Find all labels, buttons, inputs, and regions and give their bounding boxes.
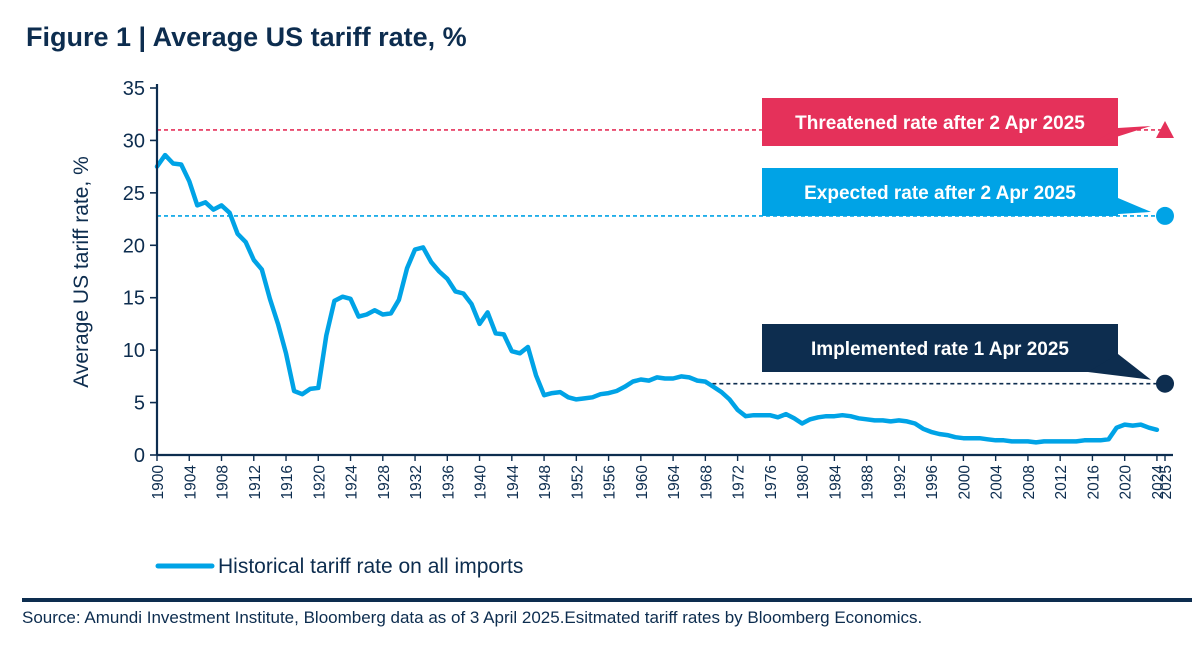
x-tick-label: 2000 — [956, 465, 973, 500]
threatened-callout-box — [762, 98, 1118, 146]
historical-series-line — [154, 152, 1160, 445]
expected-marker — [1156, 206, 1174, 225]
page-title: Figure 1 | Average US tariff rate, % — [26, 22, 467, 52]
y-tick-label: 10 — [123, 340, 145, 362]
y-tick-label: 35 — [123, 78, 145, 100]
expected-callout-label: Expected rate after 2 Apr 2025 — [804, 183, 1076, 204]
y-tick-label: 20 — [123, 235, 145, 257]
x-tick-label: 1924 — [344, 465, 361, 500]
implemented-callout-box — [762, 324, 1118, 372]
x-tick-label: 1912 — [247, 465, 264, 499]
x-tick-label: 1940 — [473, 465, 490, 500]
x-tick-label: 1992 — [892, 465, 909, 499]
x-tick-label: 1928 — [376, 465, 393, 499]
threatened-marker — [1156, 120, 1174, 138]
x-tick-label: 1936 — [440, 465, 457, 499]
x-tick-label: 1904 — [182, 465, 199, 500]
x-tick-label: 1948 — [537, 465, 554, 499]
footer-divider — [22, 598, 1192, 602]
source-note: Source: Amundi Investment Institute, Blo… — [22, 608, 923, 627]
x-tick-label: 1960 — [634, 465, 651, 500]
x-tick-label: 1908 — [215, 465, 232, 499]
x-tick-label: 2024 — [1150, 465, 1167, 500]
expected-callout: Expected rate after 2 Apr 2025 — [762, 168, 1151, 216]
legend-label-historical: Historical tariff rate on all imports — [218, 555, 523, 578]
expected-callout-box — [762, 168, 1118, 216]
x-tick-label: 1956 — [602, 465, 619, 499]
x-tick-label: 2012 — [1053, 465, 1070, 499]
implemented-callout-pointer — [1088, 354, 1151, 380]
x-tick-label: 1920 — [311, 465, 328, 500]
x-tick-label: 1988 — [860, 465, 877, 499]
x-tick-label: 2008 — [1021, 465, 1038, 499]
x-tick-label: 2016 — [1085, 465, 1102, 499]
threatened-callout-pointer — [1088, 125, 1151, 146]
x-tick-label: 1968 — [698, 465, 715, 499]
implemented-callout-label: Implemented rate 1 Apr 2025 — [811, 339, 1069, 360]
x-tick-label: 1976 — [763, 465, 780, 499]
x-tick-label: 1900 — [150, 465, 167, 500]
y-tick-label: 15 — [123, 288, 145, 310]
y-tick-label: 0 — [134, 445, 145, 467]
x-tick-label: 1996 — [924, 465, 941, 499]
x-tick-label: 2025 — [1158, 465, 1175, 499]
y-tick-label: 5 — [134, 393, 145, 415]
x-tick-label: 1932 — [408, 465, 425, 499]
x-tick-label: 2004 — [989, 465, 1006, 500]
threatened-callout-label: Threatened rate after 2 Apr 2025 — [795, 113, 1085, 134]
x-tick-label: 1944 — [505, 465, 522, 500]
threatened-callout: Threatened rate after 2 Apr 2025 — [762, 98, 1151, 146]
x-tick-label: 1972 — [731, 465, 748, 499]
x-tick-label: 1984 — [827, 465, 844, 500]
y-axis-title: Average US tariff rate, % — [70, 156, 93, 388]
expected-callout-pointer — [1088, 198, 1151, 216]
y-tick-label: 25 — [123, 183, 145, 205]
x-tick-label: 1964 — [666, 465, 683, 500]
x-tick-label: 2020 — [1118, 465, 1135, 500]
x-tick-label: 1980 — [795, 465, 812, 500]
x-tick-label: 1952 — [569, 465, 586, 499]
implemented-marker — [1156, 374, 1174, 393]
implemented-callout: Implemented rate 1 Apr 2025 — [762, 324, 1151, 380]
y-tick-label: 30 — [123, 130, 145, 152]
x-tick-label: 1916 — [279, 465, 296, 499]
